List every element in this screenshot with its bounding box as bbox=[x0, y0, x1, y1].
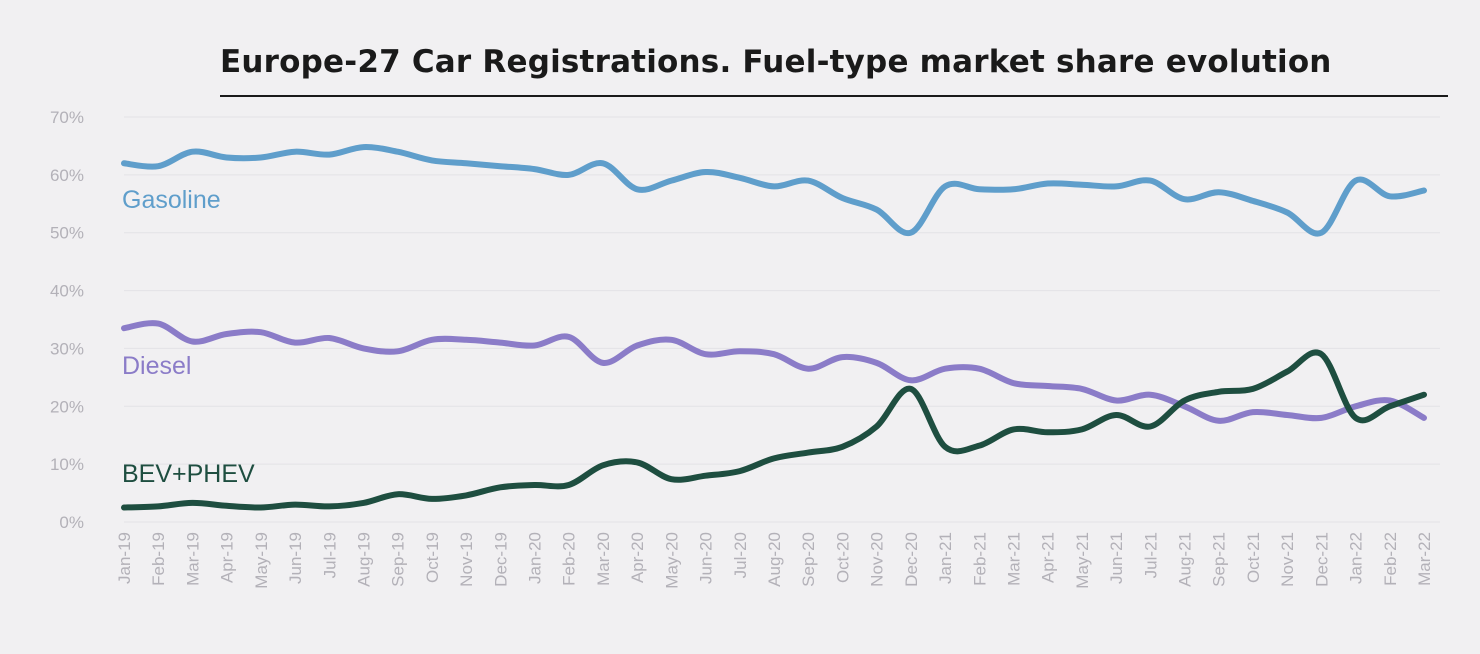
y-tick-label: 60% bbox=[50, 166, 84, 185]
x-tick-label: Nov-20 bbox=[868, 532, 887, 587]
y-tick-label: 10% bbox=[50, 455, 84, 474]
x-tick-label: Jan-20 bbox=[526, 532, 545, 584]
x-tick-label: Feb-21 bbox=[970, 532, 989, 586]
y-tick-label: 30% bbox=[50, 339, 84, 358]
diesel-series-line bbox=[121, 320, 1427, 424]
x-tick-label: Nov-21 bbox=[1278, 532, 1297, 587]
series-labels: Gasoline Diesel BEV+PHEV bbox=[122, 186, 255, 488]
x-tick-label: Mar-21 bbox=[1004, 532, 1023, 586]
diesel-series-label: Diesel bbox=[122, 352, 191, 380]
x-tick-label: Jan-19 bbox=[115, 532, 134, 584]
x-tick-label: Aug-21 bbox=[1176, 532, 1195, 587]
x-tick-label: May-21 bbox=[1073, 532, 1092, 589]
x-tick-label: Jul-20 bbox=[731, 532, 750, 578]
gasoline-series-line bbox=[121, 144, 1427, 237]
gasoline-series-label: Gasoline bbox=[122, 186, 221, 214]
y-tick-label: 20% bbox=[50, 397, 84, 416]
x-tick-label: Jun-21 bbox=[1107, 532, 1126, 584]
y-axis-ticks: 0% 10% 20% 30% 40% 50% 60% 70% bbox=[50, 108, 84, 532]
bev-phev-series-label: BEV+PHEV bbox=[122, 460, 255, 488]
x-axis-ticks: Jan-19 Feb-19 Mar-19 Apr-19 May-19 Jun-19 Jul-… bbox=[115, 532, 1434, 589]
x-tick-label: Oct-19 bbox=[423, 532, 442, 583]
x-tick-label: Mar-20 bbox=[594, 532, 613, 586]
x-tick-label: Mar-22 bbox=[1415, 532, 1434, 586]
x-tick-label: Jul-19 bbox=[320, 532, 339, 578]
x-tick-label: Sep-20 bbox=[799, 532, 818, 587]
x-tick-label: May-19 bbox=[252, 532, 271, 589]
x-tick-label: Nov-19 bbox=[457, 532, 476, 587]
gridlines bbox=[124, 116, 1440, 523]
y-tick-label: 50% bbox=[50, 224, 84, 243]
x-tick-label: Feb-22 bbox=[1381, 532, 1400, 586]
title-underline bbox=[220, 95, 1448, 97]
x-tick-label: Jun-19 bbox=[286, 532, 305, 584]
x-tick-label: Oct-20 bbox=[833, 532, 852, 583]
x-tick-label: Jun-20 bbox=[697, 532, 716, 584]
x-tick-label: Mar-19 bbox=[183, 532, 202, 586]
x-tick-label: Dec-19 bbox=[491, 532, 510, 587]
x-tick-label: May-20 bbox=[662, 532, 681, 589]
x-tick-label: Feb-20 bbox=[560, 532, 579, 586]
x-tick-label: Apr-21 bbox=[1039, 532, 1058, 583]
x-tick-label: Aug-19 bbox=[354, 532, 373, 587]
series-lines bbox=[121, 144, 1427, 511]
x-tick-label: Sep-19 bbox=[389, 532, 408, 587]
x-tick-label: Aug-20 bbox=[765, 532, 784, 587]
y-tick-label: 0% bbox=[59, 513, 84, 532]
chart-title: Europe-27 Car Registrations. Fuel-type m… bbox=[220, 44, 1332, 80]
bev-phev-series-line bbox=[121, 349, 1427, 511]
y-tick-label: 40% bbox=[50, 282, 84, 301]
x-tick-label: Jan-22 bbox=[1347, 532, 1366, 584]
x-tick-label: Sep-21 bbox=[1210, 532, 1229, 587]
x-tick-label: Oct-21 bbox=[1244, 532, 1263, 583]
x-tick-label: Feb-19 bbox=[149, 532, 168, 586]
x-tick-label: Apr-19 bbox=[218, 532, 237, 583]
x-tick-label: Jul-21 bbox=[1141, 532, 1160, 578]
x-tick-label: Dec-21 bbox=[1312, 532, 1331, 587]
y-tick-label: 70% bbox=[50, 108, 84, 127]
x-tick-label: Dec-20 bbox=[902, 532, 921, 587]
x-tick-label: Jan-21 bbox=[936, 532, 955, 584]
x-tick-label: Apr-20 bbox=[628, 532, 647, 583]
